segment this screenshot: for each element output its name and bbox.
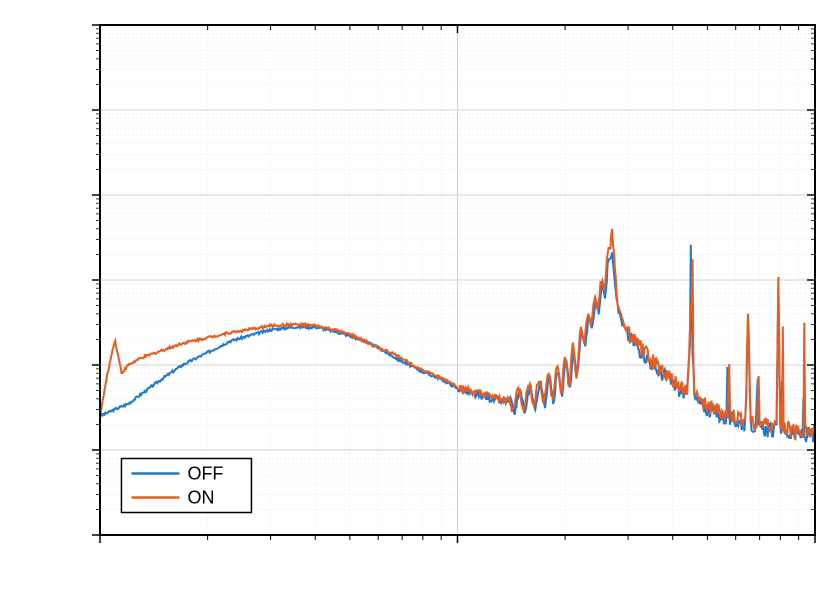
legend-label-off: OFF <box>187 463 223 483</box>
legend: OFF ON <box>121 459 251 513</box>
legend-box <box>121 459 251 513</box>
spectrum-chart: OFF ON <box>0 0 830 590</box>
chart-container: OFF ON <box>0 0 830 590</box>
legend-label-on: ON <box>187 487 214 507</box>
